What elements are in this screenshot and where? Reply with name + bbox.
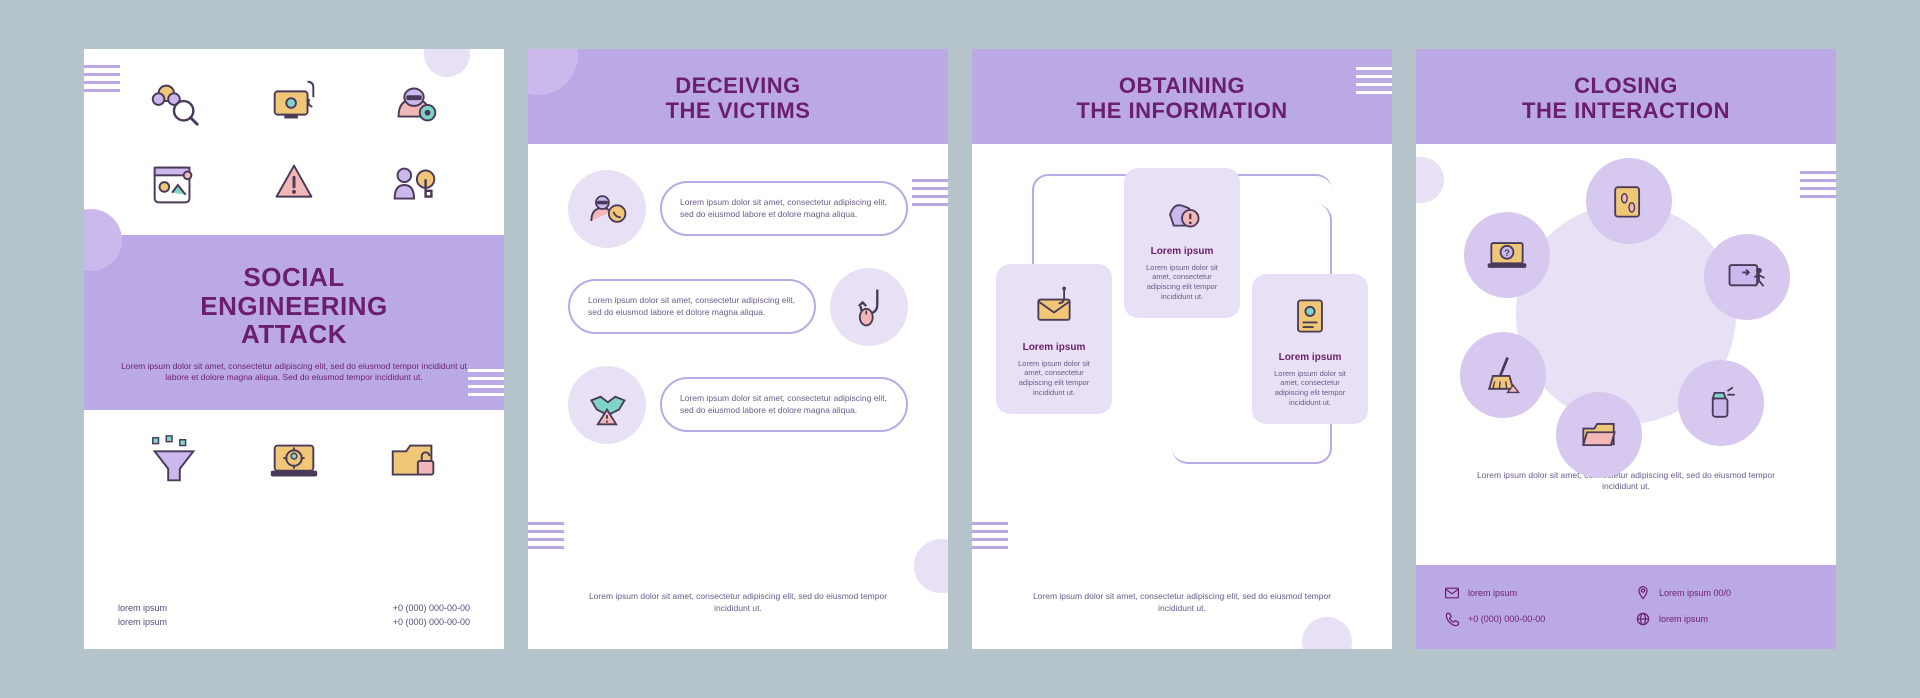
- contact-text: lorem ipsum: [1468, 588, 1517, 598]
- p1-footer: lorem ipsum lorem ipsum +0 (000) 000-00-…: [84, 603, 504, 627]
- p3-card-1: Lorem ipsum Lorem ipsum dolor sit amet, …: [996, 264, 1112, 414]
- mail-icon: [1444, 585, 1460, 601]
- card-title: Lorem ipsum: [1264, 352, 1356, 363]
- footer-text: lorem ipsum: [118, 617, 167, 627]
- footer-phone: +0 (000) 000-00-00: [393, 617, 470, 627]
- p1-body-text: Lorem ipsum dolor sit amet, consectetur …: [118, 361, 470, 384]
- panel-2: DECEIVING THE VICTIMS Lorem ipsum dolor …: [528, 49, 948, 649]
- pin-icon: [1635, 585, 1651, 601]
- card-title: Lorem ipsum: [1136, 246, 1228, 257]
- impersonate-call-icon: [568, 170, 646, 248]
- contact-text: +0 (000) 000-00-00: [1468, 614, 1545, 624]
- baiting-hook-icon: [830, 268, 908, 346]
- p2-text-3: Lorem ipsum dolor sit amet, consectetur …: [660, 377, 908, 432]
- panel-4: CLOSING THE INTERACTION ?: [1416, 49, 1836, 649]
- p4-cycle-diagram: ?: [1416, 164, 1836, 464]
- unlocked-folder-icon: [385, 432, 443, 495]
- profile-card-icon: [114, 149, 234, 221]
- id-document-icon: [1264, 288, 1356, 344]
- contact-pin: Lorem ipsum 00/0: [1635, 585, 1808, 601]
- hacker-avatar-icon: [354, 67, 474, 139]
- decor-lines: [528, 522, 564, 549]
- mop-clean-icon: [1460, 332, 1546, 418]
- footer-phone: +0 (000) 000-00-00: [393, 603, 470, 613]
- warning-sign-icon: [234, 149, 354, 221]
- phish-envelope-icon: [1008, 278, 1100, 334]
- contact-text: lorem ipsum: [1659, 614, 1708, 624]
- p1-footer-right: +0 (000) 000-00-00 +0 (000) 000-00-00: [393, 603, 470, 627]
- grab-alert-icon: [1136, 182, 1228, 238]
- folder-open-icon: [1556, 392, 1642, 478]
- handshake-warn-icon: [568, 366, 646, 444]
- p4-title: CLOSING THE INTERACTION: [1436, 73, 1816, 124]
- footprints-doc-icon: [1586, 158, 1672, 244]
- contact-mail: lorem ipsum: [1444, 585, 1617, 601]
- p3-body: Lorem ipsum Lorem ipsum dolor sit amet, …: [972, 144, 1392, 634]
- p2-footer-text: Lorem ipsum dolor sit amet, consectetur …: [528, 583, 948, 623]
- panel-1: SOCIAL ENGINEERING ATTACK Lorem ipsum do…: [84, 49, 504, 649]
- target-laptop-icon: [265, 432, 323, 495]
- p3-card-3: Lorem ipsum Lorem ipsum dolor sit amet, …: [1252, 274, 1368, 424]
- card-text: Lorem ipsum dolor sit amet, consectetur …: [1264, 369, 1356, 408]
- card-text: Lorem ipsum dolor sit amet, consectetur …: [1136, 263, 1228, 302]
- escape-monitor-icon: [1704, 234, 1790, 320]
- panel-3: OBTAINING THE INFORMATION Lorem ipsum Lo…: [972, 49, 1392, 649]
- card-text: Lorem ipsum dolor sit amet, consectetur …: [1008, 359, 1100, 398]
- p2-text-2: Lorem ipsum dolor sit amet, consectetur …: [568, 279, 816, 334]
- p3-card-2: Lorem ipsum Lorem ipsum dolor sit amet, …: [1124, 168, 1240, 318]
- decor-lines: [972, 522, 1008, 549]
- people-search-icon: [114, 67, 234, 139]
- p4-header: CLOSING THE INTERACTION: [1416, 49, 1836, 144]
- p2-row-3: Lorem ipsum dolor sit amet, consectetur …: [568, 366, 908, 444]
- card-title: Lorem ipsum: [1008, 342, 1100, 353]
- svg-text:?: ?: [1504, 248, 1510, 258]
- p3-title: OBTAINING THE INFORMATION: [992, 73, 1372, 124]
- footer-text: lorem ipsum: [118, 603, 167, 613]
- p2-row-1: Lorem ipsum dolor sit amet, consectetur …: [568, 170, 908, 248]
- p2-row-2: Lorem ipsum dolor sit amet, consectetur …: [568, 268, 908, 346]
- phishing-monitor-icon: [234, 67, 354, 139]
- p2-header: DECEIVING THE VICTIMS: [528, 49, 948, 144]
- p3-header: OBTAINING THE INFORMATION: [972, 49, 1392, 144]
- p1-bottom-icon-row: [84, 410, 504, 505]
- contact-globe: lorem ipsum: [1635, 611, 1808, 627]
- phone-icon: [1444, 611, 1460, 627]
- contact-phone: +0 (000) 000-00-00: [1444, 611, 1617, 627]
- anon-laptop-icon: ?: [1464, 212, 1550, 298]
- data-funnel-icon: [145, 432, 203, 495]
- decor-lines: [1356, 67, 1392, 94]
- keyhole-person-icon: [354, 149, 474, 221]
- p1-title-block: SOCIAL ENGINEERING ATTACK Lorem ipsum do…: [84, 235, 504, 410]
- p1-title: SOCIAL ENGINEERING ATTACK: [118, 263, 470, 349]
- p1-footer-left: lorem ipsum lorem ipsum: [118, 603, 167, 627]
- p2-text-1: Lorem ipsum dolor sit amet, consectetur …: [660, 181, 908, 236]
- globe-icon: [1635, 611, 1651, 627]
- p2-title: DECEIVING THE VICTIMS: [548, 73, 928, 124]
- p2-body: Lorem ipsum dolor sit amet, consectetur …: [528, 144, 948, 474]
- decor-lines: [468, 369, 504, 396]
- p1-top-icon-grid: [84, 49, 504, 235]
- brochure-container: SOCIAL ENGINEERING ATTACK Lorem ipsum do…: [84, 49, 1836, 649]
- p4-contact-block: lorem ipsum Lorem ipsum 00/0 +0 (000) 00…: [1416, 565, 1836, 649]
- p3-footer-text: Lorem ipsum dolor sit amet, consectetur …: [972, 583, 1392, 623]
- contact-text: Lorem ipsum 00/0: [1659, 588, 1731, 598]
- clean-spray-icon: [1678, 360, 1764, 446]
